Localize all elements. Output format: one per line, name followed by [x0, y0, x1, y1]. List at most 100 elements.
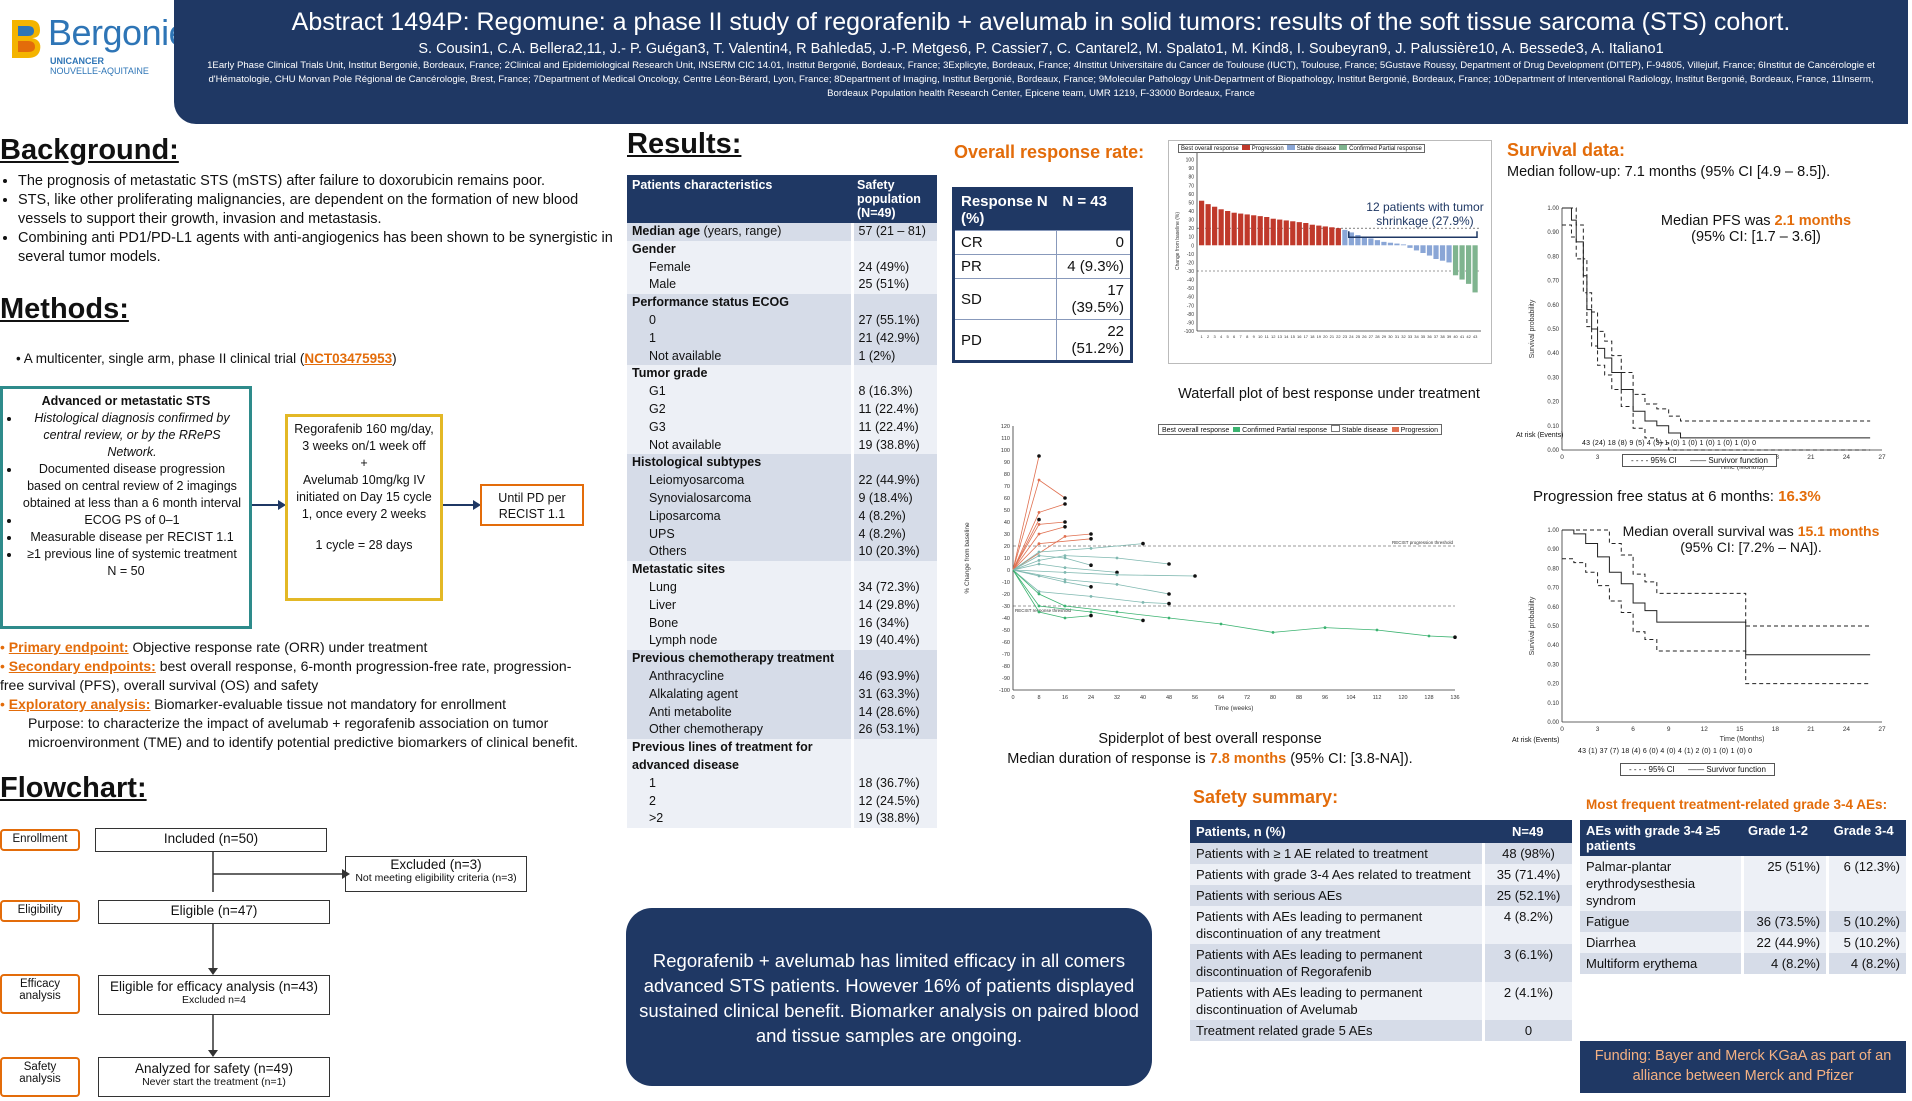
median-age-value: 57 (21 – 81)	[850, 223, 937, 241]
spider-point	[1063, 554, 1067, 557]
waterfall-bar	[1348, 232, 1354, 246]
waterfall-x-tick: 19	[1317, 334, 1322, 339]
background-item: The prognosis of metastatic STS (mSTS) a…	[18, 172, 618, 191]
waterfall-x-tick: 34	[1414, 334, 1419, 339]
spider-series-line	[1012, 569, 1196, 577]
waterfall-x-tick: 18	[1310, 334, 1315, 339]
km-y-label: Survival probability	[1529, 596, 1536, 655]
spider-point	[1037, 511, 1041, 514]
duration-of-response: Median duration of response is 7.8 month…	[960, 751, 1460, 767]
ae-row: Multiform erythema 4 (8.2%) 4 (8.2%)	[1580, 953, 1906, 974]
regimen-plus: +	[360, 456, 368, 470]
spider-x-tick: 16	[1062, 695, 1068, 701]
inclusion-criteria-box: Advanced or metastatic STS Histological …	[0, 386, 252, 629]
safety-value: 25 (52.1%)	[1482, 885, 1572, 906]
spider-point	[1063, 571, 1067, 574]
row-value: 46 (93.9%)	[850, 667, 937, 686]
spider-point	[1141, 601, 1145, 604]
row-value: 25 (51%)	[850, 276, 937, 295]
waterfall-x-tick: 26	[1362, 334, 1367, 339]
os-frame: 0.00 0.10 0.20 0.30 0.40 0.50 0.60 0.70 0.80 0.90…	[1512, 522, 1897, 747]
spider-y-tick: -20	[1002, 592, 1010, 598]
spider-y-tick: 50	[1004, 508, 1010, 514]
waterfall-x-tick: 33	[1408, 334, 1413, 339]
ae-grade12: 36 (73.5%)	[1740, 911, 1828, 932]
dor-value: 7.8 months	[1209, 751, 1287, 767]
km-x-tick: 15	[1736, 726, 1744, 733]
waterfall-x-tick: 7	[1240, 334, 1243, 339]
ae-grade12: 4 (8.2%)	[1740, 953, 1828, 974]
safety-row: Treatment related grade 5 AEs 0	[1190, 1020, 1572, 1041]
os-ci: (95% CI: [7.2% – NA]).	[1680, 539, 1822, 555]
waterfall-y-tick: -90	[1187, 320, 1194, 326]
waterfall-x-tick: 43	[1473, 334, 1478, 339]
median-followup: Median follow-up: 7.1 months (95% CI [4.…	[1507, 164, 1831, 180]
row-value: 11 (22.4%)	[850, 418, 937, 437]
waterfall-bar	[1277, 219, 1283, 246]
orr-value: 22 (51.2%)	[1055, 319, 1132, 362]
km-x-tick: 0	[1560, 726, 1564, 733]
spider-series-line	[1012, 543, 1144, 571]
group-header: Histological subtypes	[627, 454, 852, 473]
flow-excluded: Excluded (n=3) Not meeting eligibility c…	[345, 856, 527, 892]
safety-label: Patients with ≥ 1 AE related to treatmen…	[1190, 843, 1484, 864]
waterfall-x-tick: 35	[1421, 334, 1426, 339]
waterfall-y-tick: -30	[1187, 269, 1194, 275]
km-y-tick: 0.40	[1547, 643, 1559, 649]
criteria-item: ≥1 previous line of systemic treatment	[21, 546, 243, 563]
spider-swatch-sd	[1330, 425, 1340, 432]
waterfall-bar	[1446, 245, 1452, 263]
row-label: Other chemotherapy	[627, 721, 852, 740]
waterfall-y-tick: 30	[1188, 218, 1194, 224]
waterfall-bar	[1264, 217, 1270, 246]
os-at-risk-label: At risk (Events)	[1512, 737, 1560, 744]
spider-y-tick: 80	[1004, 472, 1010, 478]
pfs-legend-fn: Survivor function	[1708, 456, 1768, 465]
km-x-tick: 21	[1807, 454, 1815, 461]
waterfall-y-tick: 100	[1186, 158, 1195, 164]
ae-name: Diarrhea	[1580, 932, 1742, 953]
orr-table: Response N (%) N = 43 CR 0 PR 4 (9.3%) SD 17 …	[952, 187, 1133, 363]
orr-row: SD 17 (39.5%)	[953, 278, 1132, 320]
row-label: Lung	[627, 578, 852, 597]
spider-endpoint	[1063, 525, 1067, 529]
spider-point	[1037, 562, 1041, 566]
methods-heading: Methods:	[0, 293, 129, 325]
table-row: Synovialosarcoma 9 (18.4%)	[627, 489, 937, 508]
safety-value: 0	[1482, 1020, 1572, 1041]
waterfall-x-tick: 4	[1220, 334, 1223, 339]
row-label: Not available	[627, 436, 852, 455]
waterfall-bar	[1199, 200, 1205, 246]
safety-row: Patients with serious AEs 25 (52.1%)	[1190, 885, 1572, 906]
km-y-tick: 0.90	[1547, 230, 1559, 236]
ae-name: Multiform erythema	[1580, 953, 1742, 974]
pfs-value: 2.1 months	[1774, 213, 1852, 229]
waterfall-y-tick: 80	[1188, 175, 1194, 181]
background-heading: Background:	[0, 134, 179, 166]
waterfall-x-tick: 31	[1395, 334, 1400, 339]
row-label: Anti metabolite	[627, 703, 852, 722]
trial-design: • A multicenter, single arm, phase II cl…	[16, 351, 397, 366]
spider-point	[1037, 542, 1041, 545]
waterfall-y-tick: -100	[1184, 329, 1194, 335]
safety-row: Patients with AEs leading to permanent d…	[1190, 906, 1572, 944]
table-row: G3 11 (22.4%)	[627, 418, 937, 437]
results-heading: Results:	[627, 128, 742, 160]
spider-legend-pd: Progression	[1400, 427, 1438, 434]
spider-series-line	[1012, 569, 1092, 588]
spider-caption: Spiderplot of best overall response	[1098, 731, 1322, 747]
row-value: 27 (55.1%)	[850, 311, 937, 330]
row-label: Lymph node	[627, 632, 852, 651]
nct-link[interactable]: NCT03475953	[304, 351, 393, 366]
waterfall-y-tick: -80	[1187, 312, 1194, 318]
waterfall-x-tick: 30	[1388, 334, 1393, 339]
stage-enrollment: Enrollment	[0, 829, 80, 851]
orr-heading: Overall response rate:	[954, 142, 1145, 162]
waterfall-x-tick: 21	[1330, 334, 1335, 339]
ae-col-grade34: Grade 3-4	[1827, 820, 1906, 856]
flow-safety-title: Analyzed for safety (n=49)	[135, 1061, 293, 1076]
km-y-tick: 0.40	[1547, 351, 1559, 357]
waterfall-bar	[1459, 245, 1465, 280]
group-header-blank	[850, 294, 937, 312]
spider-x-tick: 32	[1114, 695, 1120, 701]
